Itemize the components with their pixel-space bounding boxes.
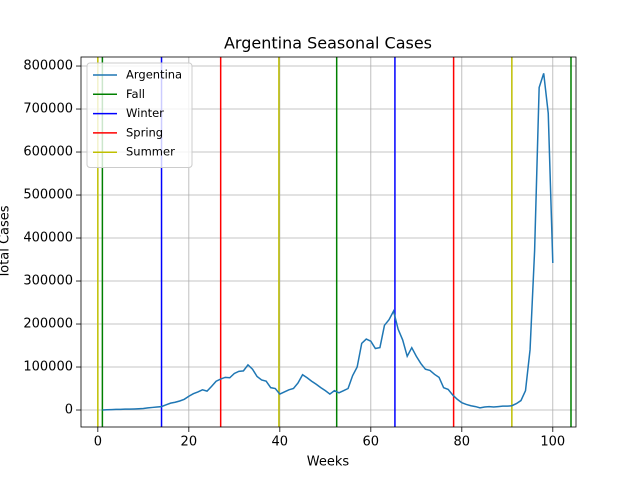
legend-box	[86, 62, 193, 168]
y-tick-label: 100000	[23, 360, 73, 375]
data-line	[102, 73, 554, 411]
x-tick-label: 40	[272, 435, 289, 450]
legend-label: Fall	[126, 87, 145, 101]
y-tick-label: 400000	[23, 231, 73, 246]
y-tick-label: 300000	[23, 274, 73, 289]
x-tick-label: 20	[181, 435, 198, 450]
y-tick-label: 500000	[23, 188, 73, 203]
x-tick-label: 80	[454, 435, 471, 450]
y-tick-label: 600000	[23, 145, 73, 160]
x-tick-label: 0	[94, 435, 102, 450]
plot-frame	[80, 56, 577, 428]
legend-label: Summer	[126, 145, 175, 159]
y-tick-label: 800000	[23, 59, 73, 74]
y-tick-label: 700000	[23, 102, 73, 117]
x-tick-label: 100	[540, 435, 565, 450]
y-axis-label: Total Cases	[0, 205, 13, 279]
x-axis-label: Weeks	[307, 455, 350, 470]
legend-label: Spring	[126, 125, 163, 139]
x-tick-label: 60	[363, 435, 380, 450]
legend-label: Argentina	[126, 68, 182, 82]
y-tick-label: 200000	[23, 317, 73, 332]
chart-title: Argentina Seasonal Cases	[224, 34, 432, 53]
y-tick-label: 0	[65, 403, 73, 418]
legend-label: Winter	[126, 106, 164, 120]
